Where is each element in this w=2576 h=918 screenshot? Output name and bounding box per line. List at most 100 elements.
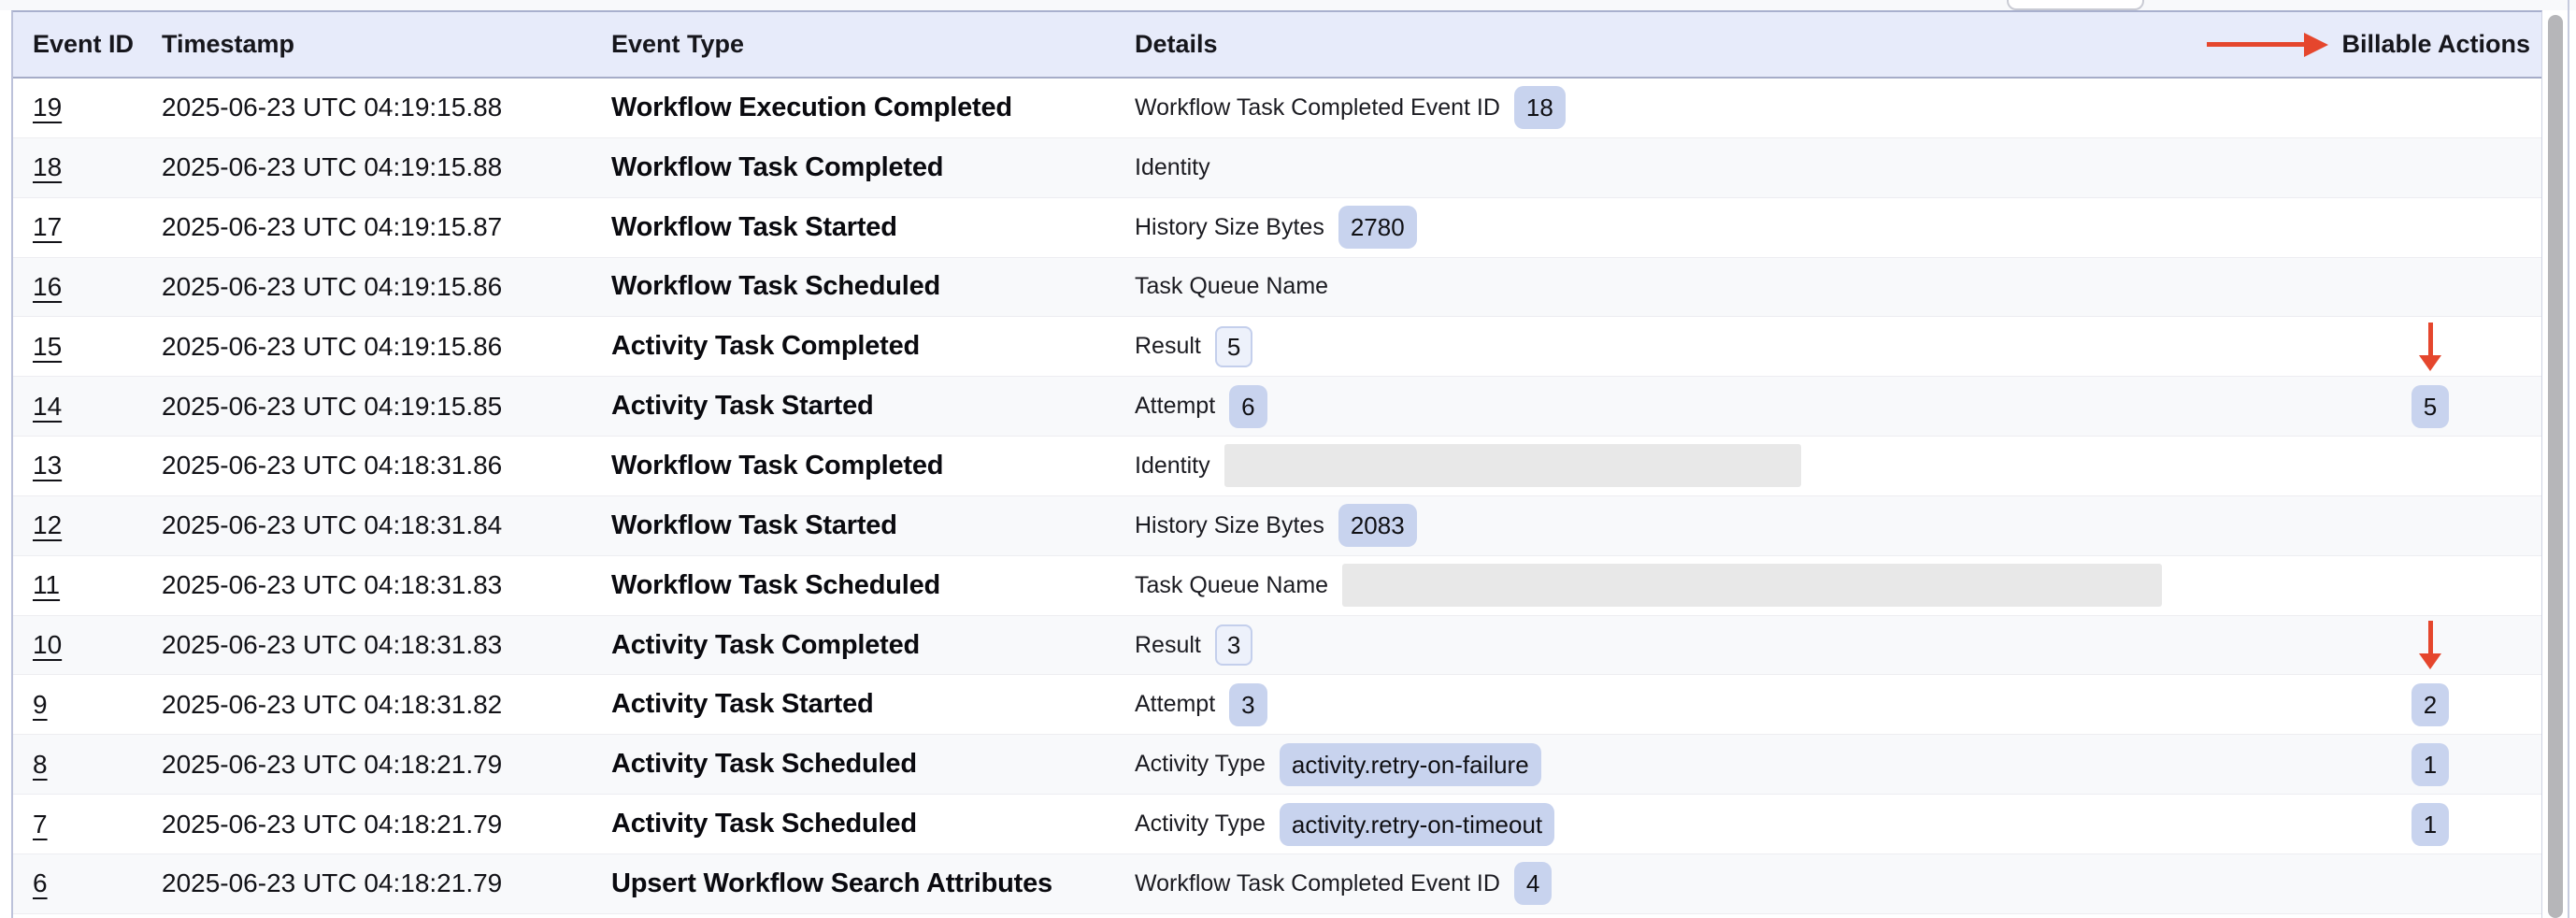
detail-label: Task Queue Name <box>1135 571 1329 598</box>
billable-actions-cell <box>2319 616 2541 675</box>
event-row[interactable]: 12 2025-06-23 UTC 04:18:31.84 Workflow T… <box>13 495 2541 556</box>
event-id-link[interactable]: 10 <box>33 630 63 660</box>
cutoff-toolbar-button[interactable] <box>2007 0 2144 10</box>
timestamp: 2025-06-23 UTC 04:18:31.82 <box>162 689 503 719</box>
event-row[interactable]: 10 2025-06-23 UTC 04:18:31.83 Activity T… <box>13 615 2541 676</box>
billable-actions-cell <box>2319 556 2541 615</box>
header-timestamp: Timestamp <box>162 30 295 58</box>
timestamp: 2025-06-23 UTC 04:19:15.88 <box>162 93 503 122</box>
billable-actions-cell <box>2319 138 2541 197</box>
scrollbar-thumb[interactable] <box>2548 15 2563 918</box>
red-arrow-right-icon <box>2207 32 2328 57</box>
billable-actions-badge: 5 <box>2411 384 2450 428</box>
event-id-link[interactable]: 18 <box>33 152 63 182</box>
event-row[interactable]: 6 2025-06-23 UTC 04:18:21.79 Upsert Work… <box>13 853 2541 914</box>
detail-label: Attempt <box>1135 393 1216 420</box>
detail-value-badge: 3 <box>1214 624 1253 667</box>
timestamp: 2025-06-23 UTC 04:18:21.79 <box>162 809 503 839</box>
event-id-link[interactable]: 17 <box>33 212 63 242</box>
event-type: Workflow Task Started <box>611 211 897 242</box>
detail-value-badge: 3 <box>1229 682 1267 726</box>
header-billable-actions: Billable Actions <box>2341 30 2530 58</box>
event-row[interactable]: 16 2025-06-23 UTC 04:19:15.86 Workflow T… <box>13 257 2541 318</box>
event-type: Activity Task Completed <box>611 331 921 362</box>
billable-actions-cell <box>2319 198 2541 257</box>
detail-label: Identity <box>1135 153 1210 180</box>
event-type: Upsert Workflow Search Attributes <box>611 868 1052 898</box>
detail-label: Result <box>1135 631 1201 658</box>
detail-value-badge: 6 <box>1229 384 1267 428</box>
event-row[interactable]: 17 2025-06-23 UTC 04:19:15.87 Workflow T… <box>13 197 2541 258</box>
timestamp: 2025-06-23 UTC 04:19:15.86 <box>162 331 503 361</box>
event-id-link[interactable]: 7 <box>33 809 48 839</box>
event-history-table: Event ID Timestamp Event Type Details Bi… <box>11 10 2542 918</box>
detail-label: Activity Type <box>1135 810 1266 838</box>
timestamp: 2025-06-23 UTC 04:19:15.86 <box>162 271 503 301</box>
timestamp: 2025-06-23 UTC 04:18:31.83 <box>162 630 503 660</box>
header-details: Details <box>1135 30 1218 58</box>
event-id-link[interactable]: 16 <box>33 271 63 301</box>
event-row[interactable]: 14 2025-06-23 UTC 04:19:15.85 Activity T… <box>13 377 2541 437</box>
redacted-value <box>1224 444 1801 488</box>
header-event-type: Event Type <box>611 30 745 58</box>
table-header-row: Event ID Timestamp Event Type Details Bi… <box>13 12 2541 79</box>
event-row[interactable]: 19 2025-06-23 UTC 04:19:15.88 Workflow E… <box>13 79 2541 138</box>
billable-actions-badge: 2 <box>2411 682 2450 726</box>
event-row[interactable]: 18 2025-06-23 UTC 04:19:15.88 Workflow T… <box>13 137 2541 198</box>
detail-value-badge: 4 <box>1513 862 1553 906</box>
event-row[interactable]: 9 2025-06-23 UTC 04:18:31.82 Activity Ta… <box>13 675 2541 736</box>
event-id-link[interactable]: 8 <box>33 749 48 779</box>
billable-actions-badge: 1 <box>2411 802 2450 846</box>
header-event-id: Event ID <box>33 30 135 58</box>
billable-actions-cell <box>2319 437 2541 495</box>
detail-value-badge: 2083 <box>1338 504 1417 548</box>
detail-label: History Size Bytes <box>1135 511 1324 538</box>
event-type: Workflow Execution Completed <box>611 92 1012 122</box>
detail-label: Identity <box>1135 452 1210 479</box>
detail-value-badge: activity.retry-on-failure <box>1279 742 1541 786</box>
event-id-link[interactable]: 12 <box>33 510 63 540</box>
event-id-link[interactable]: 6 <box>33 868 48 898</box>
event-type: Workflow Task Scheduled <box>611 569 941 600</box>
billable-actions-cell <box>2319 496 2541 555</box>
billable-actions-cell <box>2319 854 2541 913</box>
event-id-link[interactable]: 19 <box>33 93 63 122</box>
billable-actions-cell <box>2319 79 2541 137</box>
event-type: Activity Task Started <box>611 689 874 720</box>
event-type: Workflow Task Started <box>611 509 897 540</box>
billable-actions-cell: 1 <box>2319 735 2541 794</box>
event-row[interactable]: 8 2025-06-23 UTC 04:18:21.79 Activity Ta… <box>13 735 2541 796</box>
detail-label: Workflow Task Completed Event ID <box>1135 93 1500 121</box>
detail-label: Workflow Task Completed Event ID <box>1135 869 1500 896</box>
event-row[interactable]: 13 2025-06-23 UTC 04:18:31.86 Workflow T… <box>13 437 2541 496</box>
timestamp: 2025-06-23 UTC 04:19:15.85 <box>162 391 503 421</box>
timestamp: 2025-06-23 UTC 04:18:31.84 <box>162 510 503 540</box>
event-id-link[interactable]: 11 <box>33 570 61 600</box>
event-row[interactable]: 7 2025-06-23 UTC 04:18:21.79 Activity Ta… <box>13 795 2541 854</box>
event-id-link[interactable]: 15 <box>33 331 63 361</box>
red-arrow-down-icon <box>2419 322 2441 371</box>
detail-value-badge: 5 <box>1214 325 1253 367</box>
detail-value-badge: 18 <box>1513 86 1566 130</box>
event-id-link[interactable]: 9 <box>33 689 48 719</box>
event-row[interactable]: 11 2025-06-23 UTC 04:18:31.83 Workflow T… <box>13 555 2541 616</box>
billable-actions-cell: 5 <box>2319 377 2541 436</box>
detail-label: Activity Type <box>1135 751 1266 778</box>
detail-value-badge: 2780 <box>1338 206 1417 250</box>
toolbar-remnant-strip <box>0 0 2576 10</box>
detail-label: Attempt <box>1135 691 1216 718</box>
detail-label: History Size Bytes <box>1135 213 1324 240</box>
event-type: Activity Task Started <box>611 391 874 422</box>
billable-actions-cell <box>2319 258 2541 317</box>
event-type: Activity Task Scheduled <box>611 749 917 780</box>
timestamp: 2025-06-23 UTC 04:18:31.83 <box>162 570 503 600</box>
timestamp: 2025-06-23 UTC 04:19:15.88 <box>162 152 503 182</box>
event-id-link[interactable]: 14 <box>33 391 63 421</box>
event-type: Activity Task Scheduled <box>611 809 917 839</box>
timestamp: 2025-06-23 UTC 04:18:21.79 <box>162 868 503 898</box>
event-id-link[interactable]: 13 <box>33 451 63 481</box>
timestamp: 2025-06-23 UTC 04:18:31.86 <box>162 451 503 481</box>
red-arrow-down-icon <box>2419 621 2441 670</box>
event-type: Workflow Task Scheduled <box>611 271 941 302</box>
event-row[interactable]: 15 2025-06-23 UTC 04:19:15.86 Activity T… <box>13 317 2541 378</box>
